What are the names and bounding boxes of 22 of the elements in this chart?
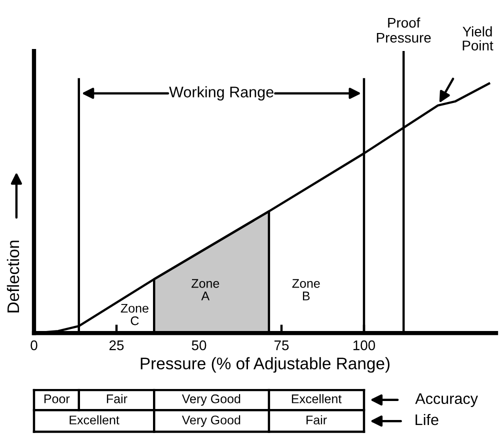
- text: Yield Point: [462, 26, 494, 50]
- text: Fair: [106, 394, 128, 404]
- annotation: Zone A: [192, 279, 220, 300]
- text: Accuracy: [415, 393, 478, 408]
- text: Fair: [306, 415, 327, 424]
- text: Very Good: [182, 415, 240, 427]
- x-tick-label: 75: [274, 340, 289, 350]
- y-axis-title: Deflection: [6, 240, 20, 312]
- annotation: Zone B: [292, 279, 320, 300]
- x-tick-label: 50: [192, 340, 206, 350]
- x-axis-title: Pressure (% of Adjustable Range): [140, 357, 390, 373]
- text: Excellent: [292, 394, 342, 404]
- annotation: Zone C: [120, 304, 148, 326]
- annotation: Working Range: [169, 86, 274, 100]
- text: Life: [416, 414, 438, 426]
- text: Poor: [44, 394, 70, 404]
- text: Very Good: [182, 394, 240, 406]
- x-tick-label: 25: [109, 340, 124, 350]
- x-tick-label: 0: [30, 340, 38, 350]
- x-tick-label: 100: [353, 340, 376, 350]
- ref-line-label: Proof Pressure: [376, 18, 431, 43]
- text: Excellent: [70, 415, 120, 424]
